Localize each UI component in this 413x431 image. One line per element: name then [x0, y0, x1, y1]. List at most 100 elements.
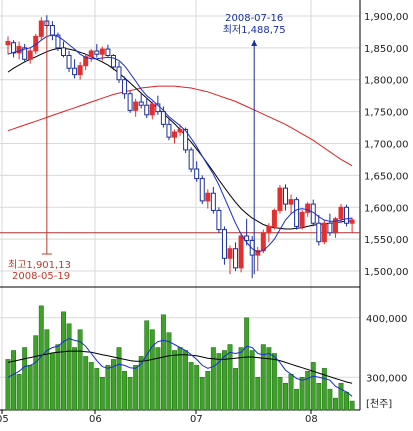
candle-body [94, 50, 100, 55]
volume-bar [183, 350, 189, 411]
volume-bar [283, 382, 288, 411]
volume-unit-label: [천주] [366, 398, 392, 410]
candle-body [160, 111, 166, 125]
candles-group [5, 15, 355, 279]
volume-bar [144, 320, 150, 411]
candle-body [277, 187, 283, 211]
volume-bar [255, 377, 261, 411]
candle-body [244, 235, 250, 241]
volume-bar [99, 377, 105, 411]
candle-body [88, 50, 94, 58]
x-tick-label: 07 [190, 414, 203, 425]
volume-bar [277, 377, 283, 411]
volume-bar [72, 347, 78, 411]
candle-body [221, 229, 227, 259]
candle-body [127, 93, 133, 111]
volume-bar [88, 362, 94, 411]
candle-body [294, 199, 300, 227]
volume-bar [38, 305, 44, 411]
volume-bar [260, 344, 266, 411]
price-y-tick-label: 1,600,00 [364, 203, 409, 214]
volume-bar [127, 377, 133, 411]
candle-body [321, 222, 327, 243]
price-ma-short-line [7, 34, 353, 253]
candle-body [271, 209, 277, 227]
volume-ma-long-line [7, 350, 353, 384]
volume-bar [271, 353, 277, 411]
candle-body [238, 235, 244, 269]
candle-body [99, 48, 105, 55]
volume-bar [299, 377, 305, 411]
volume-bar [310, 362, 316, 411]
x-tick-label: 05 [0, 414, 9, 425]
volume-bar [327, 388, 333, 411]
volume-bar [166, 332, 172, 411]
high-annotation-date: 2008-05-19 [12, 271, 70, 282]
candle-body [155, 103, 161, 113]
candle-body [288, 199, 294, 205]
candle-body [16, 46, 22, 54]
candle-body [227, 248, 233, 259]
high-annotation-label: 최고1,901,13 [8, 259, 71, 271]
volume-bar [5, 359, 11, 411]
volume-bar [138, 356, 144, 411]
volume-bar [16, 374, 22, 411]
volume-bar [321, 368, 327, 411]
volume-bar [160, 314, 166, 411]
volume-bar [344, 391, 350, 411]
candle-body [349, 219, 355, 224]
candle-body [255, 250, 261, 256]
candle-body [332, 218, 338, 234]
volume-bar [333, 397, 338, 411]
volume-bar [116, 347, 122, 411]
candle-body [166, 123, 172, 138]
candle-body [55, 34, 61, 49]
volume-bar [294, 388, 300, 411]
volume-bar [11, 350, 17, 411]
low-annotation-label: 최저1,488,75 [223, 24, 286, 36]
candle-body [188, 149, 194, 170]
volume-y-tick-label: 300,000 [366, 373, 407, 384]
price-y-tick-label: 1,550,00 [364, 235, 409, 246]
candle-body [83, 56, 89, 67]
volume-bar [155, 347, 161, 411]
volume-bar [133, 365, 139, 411]
volume-bar [77, 329, 83, 411]
candle-body [138, 101, 144, 106]
volume-bar [233, 368, 239, 411]
volume-bar [172, 350, 177, 411]
candle-body [172, 131, 177, 138]
volume-bar [266, 347, 272, 411]
price-y-tick-label: 1,850,00 [364, 44, 409, 55]
volume-bar [227, 344, 233, 411]
candle-body [344, 206, 350, 224]
volume-bar [194, 365, 200, 411]
candle-body [110, 54, 116, 68]
volume-bar [22, 347, 28, 411]
volume-bar [338, 382, 344, 411]
candle-body [49, 25, 55, 36]
volume-bar [249, 350, 255, 411]
candle-body [216, 209, 222, 231]
volume-bar [244, 317, 250, 411]
volume-bar [61, 311, 66, 411]
volume-bar [27, 365, 33, 411]
volume-bar [349, 400, 355, 411]
x-tick-label: 06 [89, 414, 102, 425]
volume-bar [222, 350, 227, 411]
candle-body [33, 35, 39, 52]
candle-body [260, 232, 266, 252]
candle-body [72, 67, 78, 76]
volume-bar [122, 371, 127, 411]
candle-body [133, 101, 139, 111]
candle-body [305, 203, 311, 213]
volume-bar [188, 362, 194, 411]
candle-body [183, 128, 189, 151]
volume-bar [105, 365, 111, 411]
x-tick-label: 08 [305, 414, 318, 425]
volume-bar [83, 356, 89, 411]
candle-body [66, 54, 72, 69]
volume-bar [288, 374, 294, 411]
candle-body [299, 211, 305, 227]
price-y-tick-label: 1,750,00 [364, 108, 409, 119]
